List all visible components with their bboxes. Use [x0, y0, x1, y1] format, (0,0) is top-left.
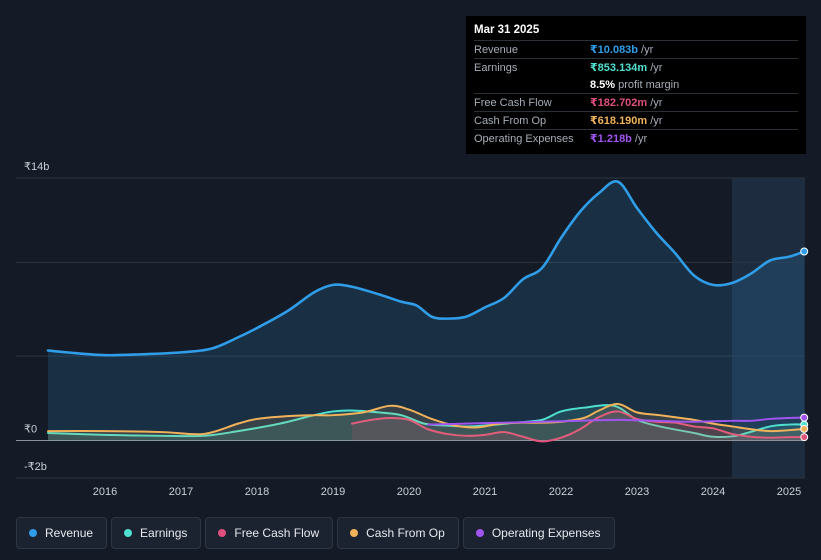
legend-label: Earnings [140, 526, 188, 540]
x-tick-label: 2024 [701, 486, 725, 498]
revenue-endpoint [800, 247, 809, 256]
y-tick-label: ₹0 [24, 424, 37, 436]
cash-from-op-area [48, 403, 805, 441]
legend-dot-icon [29, 529, 37, 537]
legend-item[interactable]: Cash From Op [337, 517, 459, 549]
tooltip-date: Mar 31 2025 [474, 24, 540, 36]
legend-label: Revenue [45, 526, 94, 540]
x-tick-label: 2022 [549, 486, 573, 498]
legend-dot-icon [475, 529, 484, 537]
cash-from-op-endpoint [800, 424, 809, 433]
tooltip-row: Earnings ₹853.134m/yr [474, 58, 798, 76]
legend-item[interactable]: Free Cash Flow [205, 517, 334, 549]
grid-lines [16, 177, 805, 479]
legend-label: Free Cash Flow [234, 526, 320, 540]
data-tooltip: Mar 31 2025 Revenue ₹10.083b/yr Earnings ₹8… [466, 16, 806, 154]
tooltip-row: Cash From Op ₹618.190m/yr [474, 111, 798, 129]
axis-labels: ₹14b ₹0 -₹2b 2016 2017 2018 2019 2020 2021 2022 20… [24, 161, 801, 498]
tooltip-row-unit: profit margin [618, 78, 680, 91]
tooltip-row-unit: /yr [650, 114, 663, 127]
chart-legend: Revenue Earnings Free Cash Flow Cash From O… [16, 517, 615, 549]
x-tick-label: 2023 [625, 486, 649, 498]
tooltip-row-label: Earnings [474, 61, 518, 74]
x-tick-label: 2017 [169, 486, 193, 498]
x-tick-label: 2020 [397, 486, 421, 498]
legend-item[interactable]: Operating Expenses [462, 517, 615, 549]
tooltip-row-label: Cash From Op [474, 114, 547, 127]
legend-item[interactable]: Earnings [111, 517, 202, 549]
tooltip-row-label: Operating Expenses [474, 132, 574, 145]
y-tick-label: ₹14b [24, 161, 49, 173]
tooltip-row: 8.5% profit margin [474, 76, 798, 93]
tooltip-row-value: ₹618.190m [590, 115, 648, 127]
tooltip-row-value: ₹10.083b [590, 44, 639, 56]
x-tick-label: 2019 [321, 486, 345, 498]
operating-expenses-endpoint [800, 413, 809, 422]
earnings-line [47, 404, 806, 439]
tooltip-row-value: ₹853.134m [590, 62, 648, 74]
legend-dot-icon [124, 529, 133, 537]
revenue-area [48, 181, 805, 441]
operating-expenses-line [427, 416, 806, 426]
legend-dot-icon [350, 529, 359, 537]
tooltip-row-value: 8.5% [590, 78, 616, 91]
tooltip-row-value: ₹182.702m [590, 97, 648, 109]
free-cash-flow-endpoint [800, 433, 809, 442]
tooltip-row-unit: /yr [634, 132, 648, 145]
x-tick-label: 2021 [473, 486, 497, 498]
tooltip-row: Operating Expenses ₹1.218b/yr [474, 129, 798, 147]
legend-dot-icon [218, 529, 227, 537]
tooltip-row-value: ₹1.218b [590, 133, 632, 145]
x-tick-label: 2018 [245, 486, 269, 498]
tooltip-row-label: Free Cash Flow [474, 96, 552, 109]
tooltip-row-unit: /yr [641, 43, 654, 56]
y-tick-label: -₹2b [24, 461, 47, 473]
tooltip-row-unit: /yr [650, 96, 663, 109]
legend-label: Cash From Op [366, 526, 445, 540]
x-tick-label: 2016 [93, 486, 117, 498]
legend-label: Operating Expenses [491, 526, 601, 540]
tooltip-row: Free Cash Flow ₹182.702m/yr [474, 93, 798, 111]
legend-item[interactable]: Revenue [16, 517, 108, 549]
free-cash-flow-line [351, 410, 806, 443]
tooltip-row-label: Revenue [474, 43, 519, 56]
free-cash-flow-area [352, 411, 805, 442]
tooltip-row: Revenue ₹10.083b/yr [474, 40, 798, 58]
series-layer [46, 180, 809, 443]
revenue-line [46, 180, 806, 357]
tooltip-row-unit: /yr [650, 61, 663, 74]
x-tick-label: 2025 [777, 486, 801, 498]
